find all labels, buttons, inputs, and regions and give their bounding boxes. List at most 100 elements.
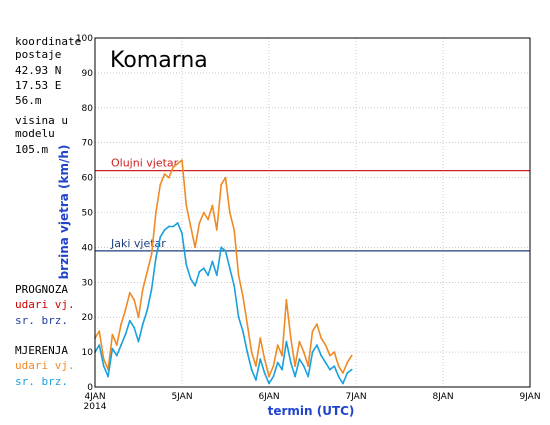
observations-mean-legend: sr. brz. [15, 375, 68, 388]
forecast-gust-legend: udari vj. [15, 298, 75, 311]
data-point [329, 354, 331, 357]
coords-label-2: postaje [15, 48, 62, 61]
side-panel: koordinate postaje 42.93 N 17.53 E 56.m … [0, 0, 90, 425]
forecast-mean-legend: sr. brz. [15, 314, 68, 327]
data-point [259, 337, 262, 339]
y-tick-labels: 0 10 20 30 40 50 60 70 80 90 100 [76, 34, 93, 393]
data-point [294, 375, 296, 378]
data-point [289, 361, 292, 364]
data-point [302, 365, 305, 367]
data-point [342, 372, 344, 374]
data-point [141, 323, 144, 326]
data-point [215, 274, 218, 277]
data-point [185, 204, 188, 207]
data-point [120, 323, 122, 326]
data-point [150, 288, 153, 291]
data-point [115, 354, 118, 357]
x-tick-label: 8JAN [432, 392, 453, 402]
station-altitude: 56.m [15, 94, 42, 107]
data-point [155, 257, 157, 259]
y-tick-label: 90 [82, 69, 94, 79]
data-point [307, 365, 310, 367]
data-point [185, 264, 188, 266]
data-point [137, 340, 140, 343]
series-line [94, 222, 353, 385]
y-tick-label: 80 [82, 104, 94, 114]
data-point [189, 277, 192, 280]
data-point [224, 250, 227, 252]
data-point [202, 267, 205, 270]
data-point [146, 270, 149, 273]
data-point [220, 183, 223, 186]
data-point [198, 222, 201, 224]
latitude: 42.93 N [15, 64, 62, 77]
data-point [141, 288, 144, 291]
data-point [155, 211, 157, 214]
data-point [133, 326, 136, 329]
data-point [133, 298, 136, 301]
data-point [211, 260, 214, 263]
data-point [168, 225, 170, 228]
data-point [146, 309, 149, 312]
x-tick-sublabel: 2014 [84, 402, 107, 412]
data-point [263, 358, 266, 360]
data-point [324, 344, 327, 346]
data-point [311, 351, 314, 353]
data-point [333, 351, 336, 353]
data-point [250, 368, 253, 371]
data-point [176, 222, 179, 224]
data-point [150, 253, 153, 256]
data-point [337, 375, 340, 378]
series-line [94, 159, 353, 378]
data-point [281, 354, 283, 357]
data-point [228, 211, 231, 214]
data-point [268, 375, 270, 378]
data-point [128, 319, 131, 322]
data-point [346, 361, 349, 364]
x-tick-label: 7JAN [345, 392, 366, 402]
data-point [311, 330, 314, 333]
y-tick-label: 70 [82, 139, 94, 149]
data-point [302, 351, 305, 353]
data-point [350, 354, 353, 357]
x-tick-label: 9JAN [519, 392, 540, 402]
y-axis-label: brzina vjetra (km/h) [57, 145, 71, 280]
data-point [316, 344, 318, 346]
data-point [176, 162, 179, 165]
data-point [224, 176, 227, 179]
x-tick-label: 6JAN [258, 392, 279, 402]
data-point [124, 333, 127, 336]
series-group [94, 159, 353, 385]
data-point [159, 183, 162, 186]
data-point [168, 176, 170, 179]
data-point [215, 229, 218, 231]
data-point [294, 365, 296, 367]
data-point [194, 246, 197, 249]
grid [95, 38, 530, 387]
data-point [346, 372, 349, 374]
data-point [102, 365, 105, 367]
data-point [207, 274, 210, 277]
data-point [111, 347, 114, 350]
data-point [198, 270, 201, 273]
data-point [181, 232, 183, 235]
data-point [289, 337, 292, 339]
data-point [285, 340, 288, 343]
model-label-1: visina u [15, 114, 68, 127]
data-point [307, 375, 310, 378]
data-point [228, 267, 231, 270]
coords-label-1: koordinate [15, 35, 82, 48]
threshold-label: Olujni vjetar [111, 157, 179, 170]
data-point [181, 159, 183, 162]
y-tick-label: 50 [82, 209, 94, 219]
data-point [342, 382, 344, 385]
data-point [128, 291, 131, 294]
y-tick-label: 0 [87, 383, 93, 393]
data-point [246, 323, 249, 326]
data-point [172, 225, 175, 228]
data-point [98, 330, 101, 333]
data-point [255, 365, 257, 367]
data-point [272, 365, 275, 367]
data-point [255, 379, 257, 381]
